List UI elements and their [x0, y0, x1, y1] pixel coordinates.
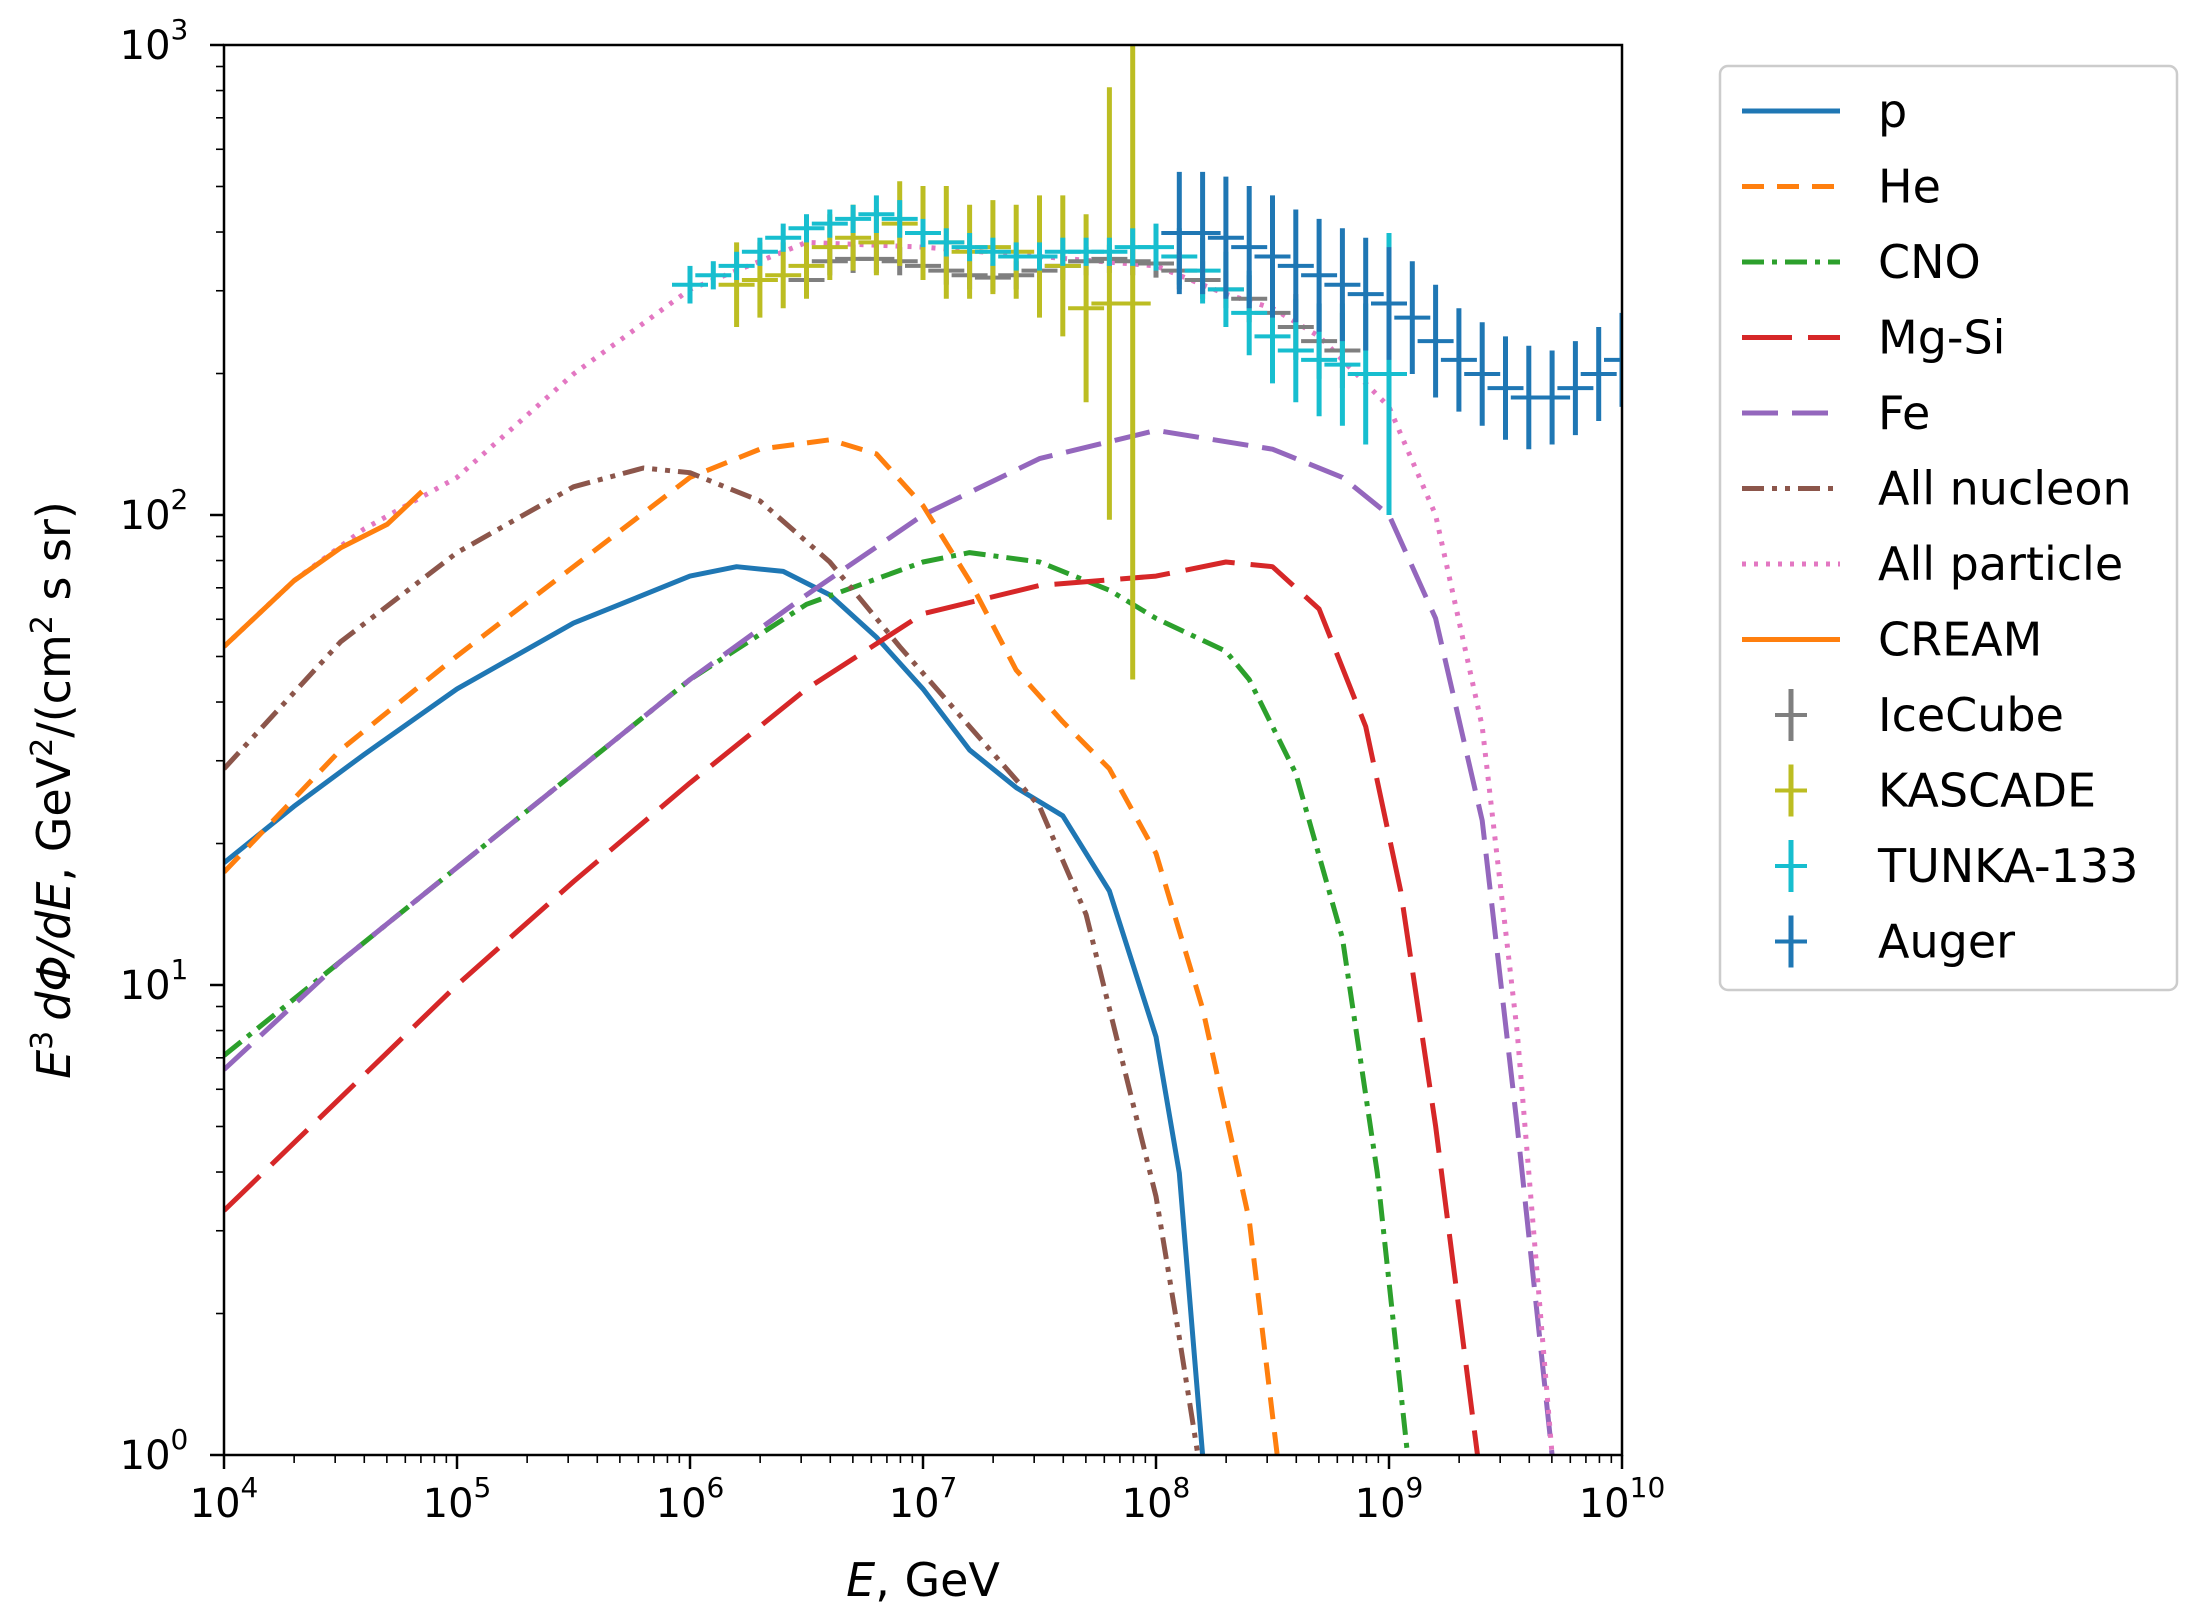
legend-label: All particle	[1878, 537, 2123, 591]
y-tick-base: 10	[120, 493, 171, 539]
x-tick-exp: 7	[940, 1471, 958, 1504]
y-tick-label: 103	[120, 13, 189, 69]
x-tick-base: 10	[1355, 1481, 1406, 1527]
legend-item-icecube: IceCube	[1775, 688, 2064, 742]
x-tick-label: 108	[1122, 1471, 1191, 1527]
series-line-cream	[224, 489, 424, 649]
y-tick-exp: 0	[171, 1423, 189, 1456]
x-axis-label: E, GeV	[846, 1553, 1000, 1607]
x-tick-label: 106	[656, 1471, 725, 1527]
legend-frame	[1718, 64, 2179, 992]
legend-item-cno: CNO	[1742, 235, 1981, 289]
legend-label: CNO	[1878, 235, 1981, 289]
y-tick-base: 10	[120, 963, 171, 1009]
y-tick-base: 10	[120, 23, 171, 69]
legend-item-auger: Auger	[1775, 915, 2015, 969]
series-line-mg-si	[224, 559, 1480, 1455]
x-tick-exp: 10	[1630, 1471, 1666, 1504]
legend-label: Auger	[1878, 915, 2015, 969]
legend-label: KASCADE	[1878, 764, 2096, 818]
legend-label: p	[1878, 84, 1907, 138]
legend-item-cream: CREAM	[1742, 613, 2042, 667]
x-tick-label: 105	[423, 1471, 492, 1527]
y-tick-label: 101	[120, 953, 189, 1009]
series-line-cno	[224, 550, 1411, 1455]
x-tick-base: 10	[1122, 1481, 1173, 1527]
legend-label: All nucleon	[1878, 462, 2132, 516]
series-errorbars-kascade	[718, 45, 1151, 680]
y-label-unit2: /(cm	[27, 634, 81, 738]
x-tick-exp: 5	[474, 1471, 492, 1504]
series-line-all-nucleon	[224, 465, 1201, 1455]
x-tick-base: 10	[190, 1481, 241, 1527]
x-tick-exp: 9	[1406, 1471, 1424, 1504]
legend-item-all-particle: All particle	[1742, 537, 2123, 591]
y-tick-exp: 1	[171, 953, 189, 986]
x-tick-base: 10	[1579, 1481, 1630, 1527]
x-tick-label: 104	[190, 1471, 259, 1527]
y-label-unit-sup2: 2	[25, 615, 60, 634]
series-line-p	[224, 564, 1206, 1455]
legend-item-tunka-133: TUNKA-133	[1775, 839, 2138, 893]
y-label-e: E	[27, 1050, 81, 1079]
x-tick-label: 107	[889, 1471, 958, 1527]
series-line-fe	[224, 427, 1555, 1455]
y-label-unit3: s sr)	[27, 501, 81, 615]
legend-label: TUNKA-133	[1877, 839, 2138, 893]
legend-label: IceCube	[1878, 688, 2064, 742]
legend-label: Fe	[1878, 386, 1930, 440]
legend-label: Mg-Si	[1878, 311, 2005, 365]
legend: p He CNO Mg-Si Fe All nucleon All particle CREA…	[1718, 64, 2179, 992]
legend-item-kascade: KASCADE	[1775, 764, 2096, 818]
legend-item-mg-si: Mg-Si	[1742, 311, 2005, 365]
y-tick-label: 102	[120, 483, 189, 539]
y-axis-label: E3dΦ/dE, GeV2/(cm2 s sr)	[25, 501, 81, 1079]
x-tick-exp: 6	[707, 1471, 725, 1504]
x-tick-base: 10	[889, 1481, 940, 1527]
x-tick-label: 109	[1355, 1471, 1424, 1527]
y-label-unit-sup1: 2	[25, 738, 60, 757]
series-line-all-particle	[224, 239, 1555, 1455]
x-tick-exp: 8	[1173, 1471, 1191, 1504]
x-tick-base: 10	[423, 1481, 474, 1527]
y-tick-exp: 3	[171, 13, 189, 46]
legend-item-p: p	[1742, 84, 1907, 138]
y-label-e-sup: 3	[25, 1031, 60, 1050]
x-axis-label-italic: E	[846, 1553, 875, 1607]
legend-item-all-nucleon: All nucleon	[1742, 462, 2132, 516]
y-tick-exp: 2	[171, 483, 189, 516]
x-tick-exp: 4	[241, 1471, 259, 1504]
series-line-he	[224, 437, 1280, 1455]
x-tick-base: 10	[656, 1481, 707, 1527]
series-layer	[224, 45, 1622, 1455]
legend-item-he: He	[1742, 160, 1941, 214]
y-tick-base: 10	[120, 1433, 171, 1479]
x-tick-label: 1010	[1579, 1471, 1666, 1527]
y-label-unit1: , GeV	[27, 756, 81, 881]
y-tick-label: 100	[120, 1423, 189, 1479]
legend-item-fe: Fe	[1742, 386, 1930, 440]
y-label-dphi: dΦ/dE	[27, 882, 81, 1021]
x-axis-label-rest: , GeV	[875, 1553, 1000, 1607]
series-errorbars-auger	[1161, 171, 1622, 450]
legend-label: He	[1878, 160, 1941, 214]
legend-label: CREAM	[1878, 613, 2042, 667]
